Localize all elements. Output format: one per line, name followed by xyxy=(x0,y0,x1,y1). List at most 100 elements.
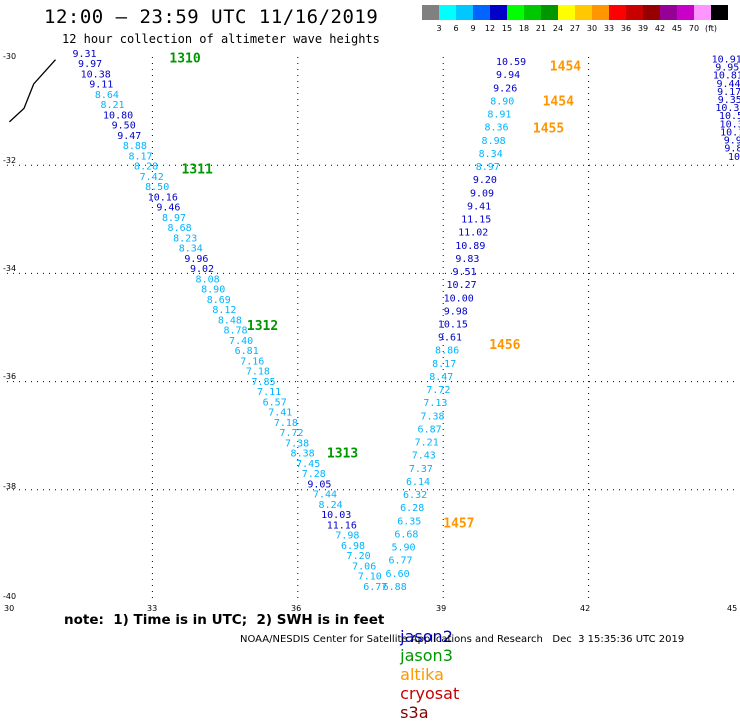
swh-value: 6.98 xyxy=(341,541,365,552)
swh-value: 6.87 xyxy=(418,425,442,436)
swh-value: 9.41 xyxy=(467,201,491,212)
swh-value: 10.91 xyxy=(712,54,740,65)
colorbar-swatch xyxy=(643,5,660,20)
swh-value: 8.48 xyxy=(218,315,242,326)
colorbar-swatch xyxy=(694,5,711,20)
pass-time-label: 1455 xyxy=(533,122,564,137)
x-axis-label: 33 xyxy=(147,604,158,613)
swh-value: 7.98 xyxy=(335,531,359,542)
swh-value: 9.97 xyxy=(78,59,102,70)
swh-value: 8.47 xyxy=(429,372,453,383)
swh-value: 9.26 xyxy=(493,83,517,94)
pass-time-label: 1310 xyxy=(169,51,200,66)
colorbar-label: 27 xyxy=(569,24,581,33)
swh-value: 8.86 xyxy=(435,346,459,357)
swh-value: 7.40 xyxy=(229,336,253,347)
swh-value: 11.16 xyxy=(327,520,357,531)
colorbar-swatch xyxy=(660,5,677,20)
swh-value: 8.12 xyxy=(212,305,236,316)
swh-value: 8.38 xyxy=(291,449,315,460)
pass-time-label: 1457 xyxy=(443,517,474,532)
swh-value: 11.02 xyxy=(458,228,488,239)
y-axis-label: -34 xyxy=(3,264,17,273)
swh-value: 6.81 xyxy=(235,346,259,357)
swh-value: 6.57 xyxy=(263,397,287,408)
swh-value: 9.44 xyxy=(716,79,740,90)
swh-value: 10.38 xyxy=(81,70,111,81)
swh-value: 9.8 xyxy=(724,144,740,155)
pass-time-label: 1454 xyxy=(550,60,581,75)
y-axis-label: -38 xyxy=(3,482,17,491)
pass-time-label: 1312 xyxy=(247,319,278,334)
swh-value: 6.32 xyxy=(403,490,427,501)
colorbar-label: (ft) xyxy=(704,24,718,33)
swh-value: 8.97 xyxy=(476,162,500,173)
swh-value: 10.00 xyxy=(444,293,474,304)
swh-value: 7.18 xyxy=(246,367,270,378)
swh-value: 7.42 xyxy=(140,172,164,183)
swh-value: 6.77 xyxy=(363,582,387,593)
swh-value: 10.27 xyxy=(447,280,477,291)
swh-value: 7.11 xyxy=(257,387,281,398)
y-axis-label: -36 xyxy=(3,372,17,381)
swh-value: 8.34 xyxy=(479,149,503,160)
page-subtitle: 12 hour collection of altimeter wave hei… xyxy=(62,32,380,46)
colorbar-swatch xyxy=(422,5,439,20)
colorbar-label: 42 xyxy=(654,24,666,33)
colorbar-swatch xyxy=(711,5,728,20)
swh-value: 9.96 xyxy=(184,254,208,265)
swh-value: 8.21 xyxy=(100,100,124,111)
colorbar-label: 18 xyxy=(518,24,530,33)
colorbar-swatch xyxy=(677,5,694,20)
colorbar-label: 45 xyxy=(671,24,683,33)
footer-credit: NOAA/NESDIS Center for Satellite Applica… xyxy=(240,634,685,645)
swh-value: 9.11 xyxy=(89,80,113,91)
colorbar-swatch xyxy=(490,5,507,20)
swh-value: 9.9 xyxy=(724,136,740,147)
map-canvas: 9.319.9710.389.118.648.2110.809.509.478.… xyxy=(7,49,740,598)
x-axis-label: 42 xyxy=(580,604,591,613)
satellite-legend: jason2 jason3 altika cryosat s3a xyxy=(390,608,469,722)
colorbar-label: 6 xyxy=(453,24,459,33)
swh-value: 8.23 xyxy=(173,234,197,245)
colorbar-label: 30 xyxy=(586,24,598,33)
colorbar-label: 70 xyxy=(688,24,700,33)
swh-value: 6.28 xyxy=(400,503,424,514)
swh-value: 10.59 xyxy=(496,57,526,68)
colorbar-label: 36 xyxy=(620,24,632,33)
swh-value: 9.83 xyxy=(455,254,479,265)
swh-value: 9.50 xyxy=(112,121,136,132)
swh-value: 8.17 xyxy=(432,359,456,370)
colorbar-swatch xyxy=(473,5,490,20)
page-title: 12:00 – 23:59 UTC 11/16/2019 xyxy=(44,6,379,28)
swh-value: 7.10 xyxy=(358,572,382,583)
swh-value: 7.28 xyxy=(302,469,326,480)
swh-value: 8.98 xyxy=(482,136,506,147)
swh-value: 8.50 xyxy=(145,182,169,193)
swh-value: 10.16 xyxy=(148,193,178,204)
swh-value: 10.38 xyxy=(715,103,740,114)
colorbar-label: 21 xyxy=(535,24,547,33)
y-axis-label: -40 xyxy=(3,592,17,601)
swh-value: 7.06 xyxy=(352,561,376,572)
swh-value: 7.85 xyxy=(251,377,275,388)
pass-time-label: 1311 xyxy=(182,162,213,177)
colorbar-swatch xyxy=(507,5,524,20)
swh-value: 8.24 xyxy=(319,500,343,511)
colorbar-swatch xyxy=(592,5,609,20)
swh-value: 6.77 xyxy=(388,556,412,567)
swh-value: 7.38 xyxy=(420,411,444,422)
swh-value: 7.44 xyxy=(313,490,337,501)
swh-value: 9.94 xyxy=(496,70,520,81)
swh-value: 9.17 xyxy=(717,87,740,98)
swh-value: 6.35 xyxy=(397,516,421,527)
swh-value: 8.78 xyxy=(223,326,247,337)
swh-value: 5.90 xyxy=(391,543,415,554)
swh-value: 6.14 xyxy=(406,477,430,488)
legend-cryosat: cryosat xyxy=(400,684,460,703)
colorbar-swatch xyxy=(609,5,626,20)
swh-value: 9.98 xyxy=(444,306,468,317)
y-axis-label: -32 xyxy=(3,156,17,165)
colorbar-swatch xyxy=(439,5,456,20)
swh-value: 7.45 xyxy=(296,459,320,470)
